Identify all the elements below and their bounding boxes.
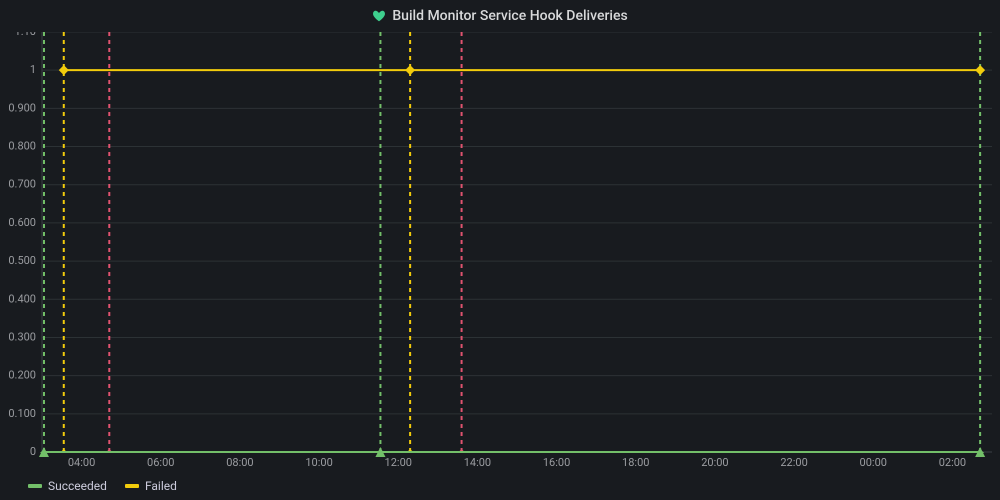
legend-label: Succeeded — [48, 479, 107, 493]
legend-swatch — [28, 484, 42, 488]
chart-panel: Build Monitor Service Hook Deliveries 00… — [0, 0, 1000, 500]
panel-title: Build Monitor Service Hook Deliveries — [392, 8, 627, 24]
x-axis-label: 04:00 — [68, 456, 95, 469]
x-axis-label: 18:00 — [622, 456, 649, 469]
y-axis-label: 0.600 — [8, 216, 36, 229]
y-axis-label: 0.300 — [8, 330, 36, 343]
y-axis-label: 0.700 — [8, 178, 36, 191]
x-axis-label: 10:00 — [305, 456, 332, 469]
x-axis-label: 02:00 — [939, 456, 966, 469]
legend-swatch — [125, 484, 139, 488]
y-axis-label: 0.500 — [8, 254, 36, 267]
x-axis-label: 14:00 — [464, 456, 491, 469]
y-axis-label: 0.900 — [8, 101, 36, 114]
x-axis-label: 08:00 — [226, 456, 253, 469]
chart-plot-area[interactable]: 0 0.100 0.200 0.300 0.400 0.500 0.600 0.700 0.80… — [0, 32, 1000, 472]
legend: Succeeded Failed — [0, 472, 1000, 500]
series-marker-icon — [975, 65, 985, 75]
x-axis-label: 16:00 — [543, 456, 570, 469]
series-marker-icon — [59, 65, 69, 75]
legend-item[interactable]: Failed — [125, 479, 177, 493]
heart-path — [373, 11, 385, 22]
x-axis-label: 00:00 — [860, 456, 887, 469]
heart-icon — [372, 9, 386, 23]
y-axis-label: 0.800 — [8, 140, 36, 153]
x-axis-label: 22:00 — [780, 456, 807, 469]
panel-title-bar: Build Monitor Service Hook Deliveries — [0, 0, 1000, 32]
x-axis-label: 12:00 — [385, 456, 412, 469]
x-axis-label: 20:00 — [701, 456, 728, 469]
x-axis-label: 06:00 — [147, 456, 174, 469]
y-axis-label: 0.200 — [8, 369, 36, 382]
y-axis-label: 0.100 — [8, 407, 36, 420]
y-axis-label: 0 — [30, 445, 36, 458]
legend-label: Failed — [145, 479, 177, 493]
y-axis-label: 1 — [30, 63, 36, 76]
series-marker-icon — [405, 65, 415, 75]
chart-svg: 0 0.100 0.200 0.300 0.400 0.500 0.600 0.700 0.80… — [0, 32, 1000, 472]
legend-item[interactable]: Succeeded — [28, 479, 107, 493]
y-axis-label: 0.400 — [8, 292, 36, 305]
y-axis-label: 1.10 — [15, 32, 36, 38]
